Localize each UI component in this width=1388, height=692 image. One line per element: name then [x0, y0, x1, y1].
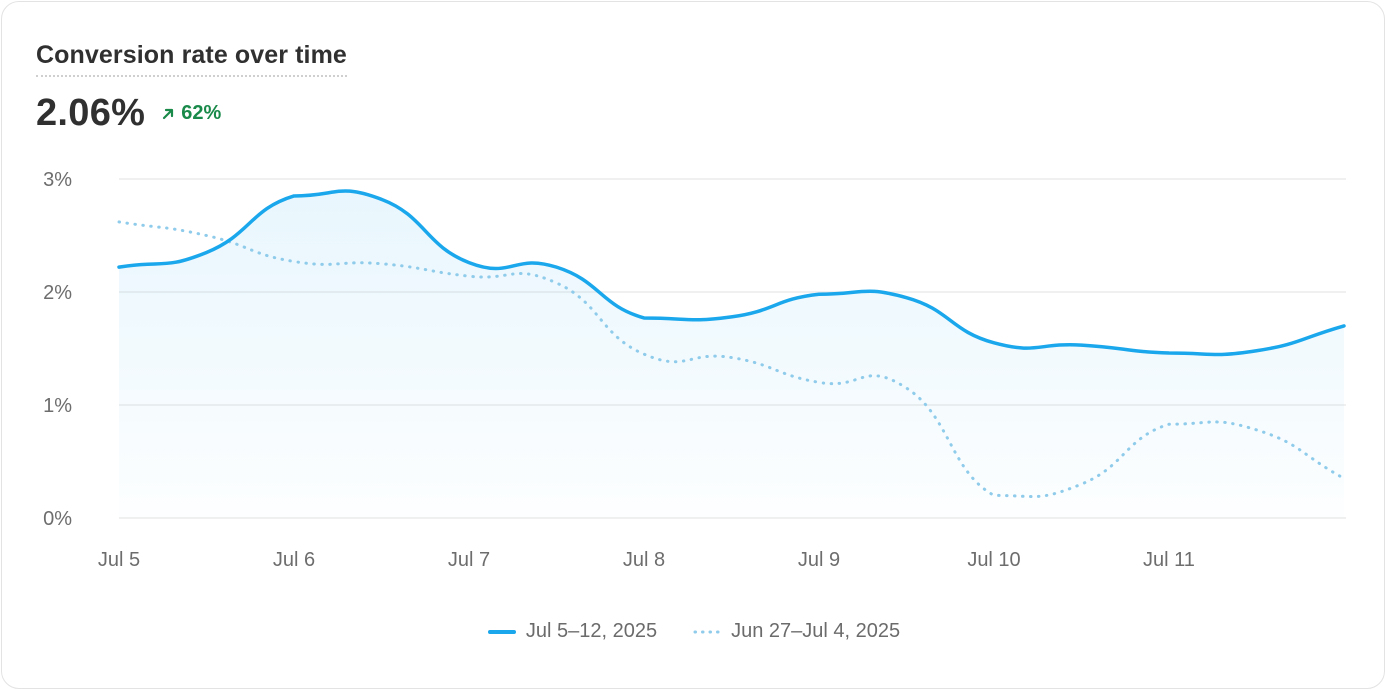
x-tick-label: Jul 7: [448, 549, 490, 571]
x-tick-label: Jul 8: [623, 549, 665, 571]
y-tick-label: 0%: [43, 508, 72, 530]
y-tick-label: 1%: [43, 395, 72, 417]
x-tick-label: Jul 6: [273, 549, 315, 571]
legend-label-previous: Jun 27–Jul 4, 2025: [731, 620, 901, 642]
area-fill-current: [119, 190, 1344, 519]
y-tick-label: 2%: [43, 282, 72, 304]
legend-label-current: Jul 5–12, 2025: [525, 620, 658, 642]
series-line-previous[interactable]: [117, 220, 1346, 499]
metric-row: 2.06% 62%: [36, 92, 221, 135]
dotted-line-swatch-icon: [693, 630, 721, 633]
y-axis-ticks: 0% 1% 2% 3%: [43, 169, 72, 530]
x-tick-label: Jul 5: [98, 549, 140, 571]
delta-value: 62%: [181, 102, 222, 124]
series-line-current[interactable]: [117, 189, 1346, 357]
arrow-up-right-icon: [163, 108, 174, 119]
legend-item-current[interactable]: Jul 5–12, 2025: [487, 620, 658, 643]
x-tick-label: Jul 9: [798, 549, 840, 571]
y-tick-label: 3%: [43, 169, 72, 191]
delta-badge: 62%: [161, 102, 221, 125]
metric-value: 2.06%: [36, 92, 146, 134]
x-tick-label: Jul 10: [967, 549, 1020, 571]
chart-title[interactable]: Conversion rate over time: [36, 41, 347, 77]
legend-item-previous[interactable]: Jun 27–Jul 4, 2025: [693, 620, 900, 643]
chart-legend: Jul 5–12, 2025 Jun 27–Jul 4, 2025: [0, 620, 1388, 643]
x-tick-label: Jul 11: [1143, 549, 1195, 571]
solid-line-swatch-icon: [487, 629, 516, 634]
x-axis-ticks: Jul 5 Jul 6 Jul 7 Jul 8 Jul 9 Jul 10 Jul 11: [98, 549, 1195, 571]
